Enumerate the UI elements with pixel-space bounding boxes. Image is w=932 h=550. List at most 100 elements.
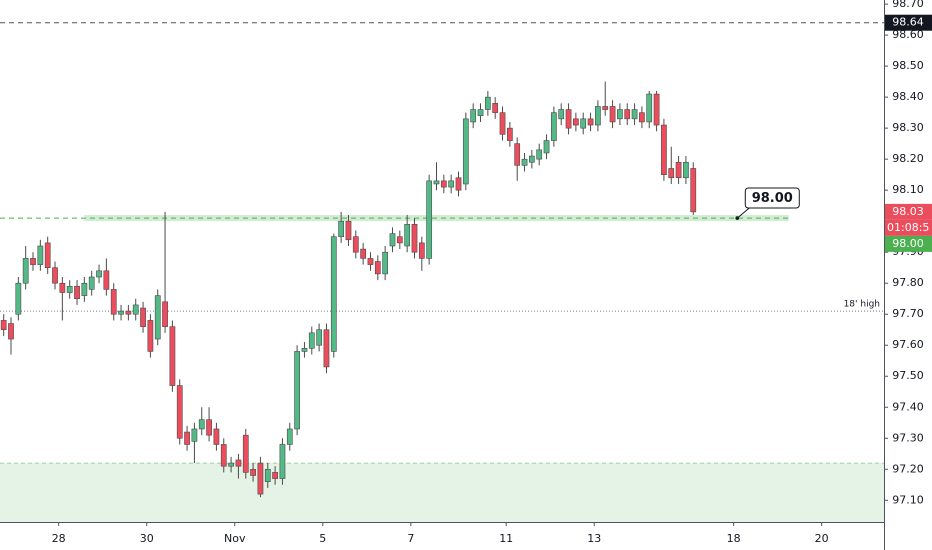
candle-body (653, 93, 660, 126)
candle-body (631, 109, 638, 120)
last-price-tag: 98.03 (892, 205, 924, 218)
candle-body (470, 109, 477, 123)
x-tick-label: 28 (52, 532, 66, 545)
candle-body (8, 323, 14, 340)
candle-body (206, 419, 212, 436)
candle-body (140, 307, 146, 327)
candle-body (639, 112, 645, 123)
candle-body (587, 118, 594, 126)
x-tick-label: 13 (587, 532, 601, 545)
candle-body (404, 223, 411, 247)
candle-body (462, 118, 469, 185)
candle-body (110, 289, 117, 315)
candle-body (22, 258, 29, 284)
y-tick-label: 98.10 (892, 183, 924, 196)
candle-body (15, 282, 22, 315)
candle-body (257, 462, 264, 495)
candle-body (272, 472, 278, 479)
plot-area (0, 22, 884, 522)
candle-body (411, 223, 418, 253)
candle-body (396, 236, 403, 244)
candle-body (345, 220, 352, 241)
candle-body (132, 304, 139, 315)
candle-body (683, 161, 689, 179)
candle-body (536, 149, 543, 160)
candle-body (169, 326, 176, 386)
candle-body (668, 168, 675, 179)
candle-body (455, 177, 462, 191)
y-tick-label: 97.10 (892, 493, 924, 506)
candle-body (477, 109, 484, 117)
candle-body (81, 282, 88, 296)
candle-body (646, 93, 653, 123)
candle-body (88, 276, 95, 290)
candle-body (690, 168, 697, 213)
y-tick-label: 97.20 (892, 462, 924, 475)
candle-body (528, 155, 535, 163)
countdown-bg (885, 219, 932, 236)
y-tick-label: 98.50 (892, 59, 924, 72)
candle-body (103, 270, 110, 290)
candle-body (184, 431, 190, 445)
candle-body (198, 419, 205, 430)
candle-body (602, 106, 609, 110)
candle-body (220, 444, 227, 467)
candle-body (301, 348, 308, 352)
candle-body (433, 180, 440, 185)
candle-body (543, 140, 550, 154)
x-tick-label: 11 (499, 532, 513, 545)
candle-body (147, 320, 154, 352)
candle-body (176, 385, 183, 439)
x-tick-label: 20 (815, 532, 829, 545)
candle-body (228, 462, 234, 467)
candle-body (448, 180, 455, 188)
candle-body (74, 286, 80, 300)
candle-body (624, 109, 631, 120)
candle-body (374, 261, 381, 275)
candle-body (250, 468, 256, 476)
candle-body (323, 329, 330, 368)
candle-body (565, 109, 572, 129)
candle-body (30, 258, 36, 265)
candle-body (191, 428, 198, 442)
candle-body (521, 158, 528, 166)
callout-box (744, 187, 800, 209)
y-tick-label: 97.30 (892, 431, 924, 444)
last-price-tag-bg (885, 203, 932, 220)
candle-body (492, 103, 499, 113)
candle-body (66, 286, 73, 293)
y-tick-label: 97.60 (892, 338, 924, 351)
candle-body (514, 143, 521, 166)
candle-body (382, 251, 389, 275)
callout-label: 98.00 (752, 191, 793, 206)
candle-body (661, 124, 667, 175)
candle-body (44, 242, 51, 269)
candle-body (37, 245, 44, 265)
candle-body (580, 118, 587, 129)
candle-body (52, 267, 58, 284)
x-tick-label: 5 (319, 532, 326, 545)
candle-body (316, 329, 322, 346)
x-tick-label: 30 (140, 532, 154, 545)
candle-body (418, 242, 425, 259)
candle-body (440, 180, 447, 188)
candle-body (330, 236, 337, 352)
candle-body (573, 118, 579, 126)
x-tick-label: 18 (727, 532, 741, 545)
x-tick-label: 7 (407, 532, 414, 545)
y-tick-label: 97.80 (892, 276, 924, 289)
countdown: 01:08:5 (887, 221, 929, 234)
candle-body (59, 282, 66, 293)
high-price-tag: 98.64 (892, 16, 924, 29)
y-tick-label: 98.60 (892, 28, 924, 41)
candle-body (118, 310, 124, 315)
target-price-tag-bg (885, 235, 932, 252)
candle-body (242, 434, 249, 473)
high-price-tag-bg (885, 14, 932, 31)
candle-body (235, 459, 242, 467)
candle-body (264, 468, 271, 482)
candle-body (338, 220, 344, 237)
callout-leader (736, 207, 750, 219)
